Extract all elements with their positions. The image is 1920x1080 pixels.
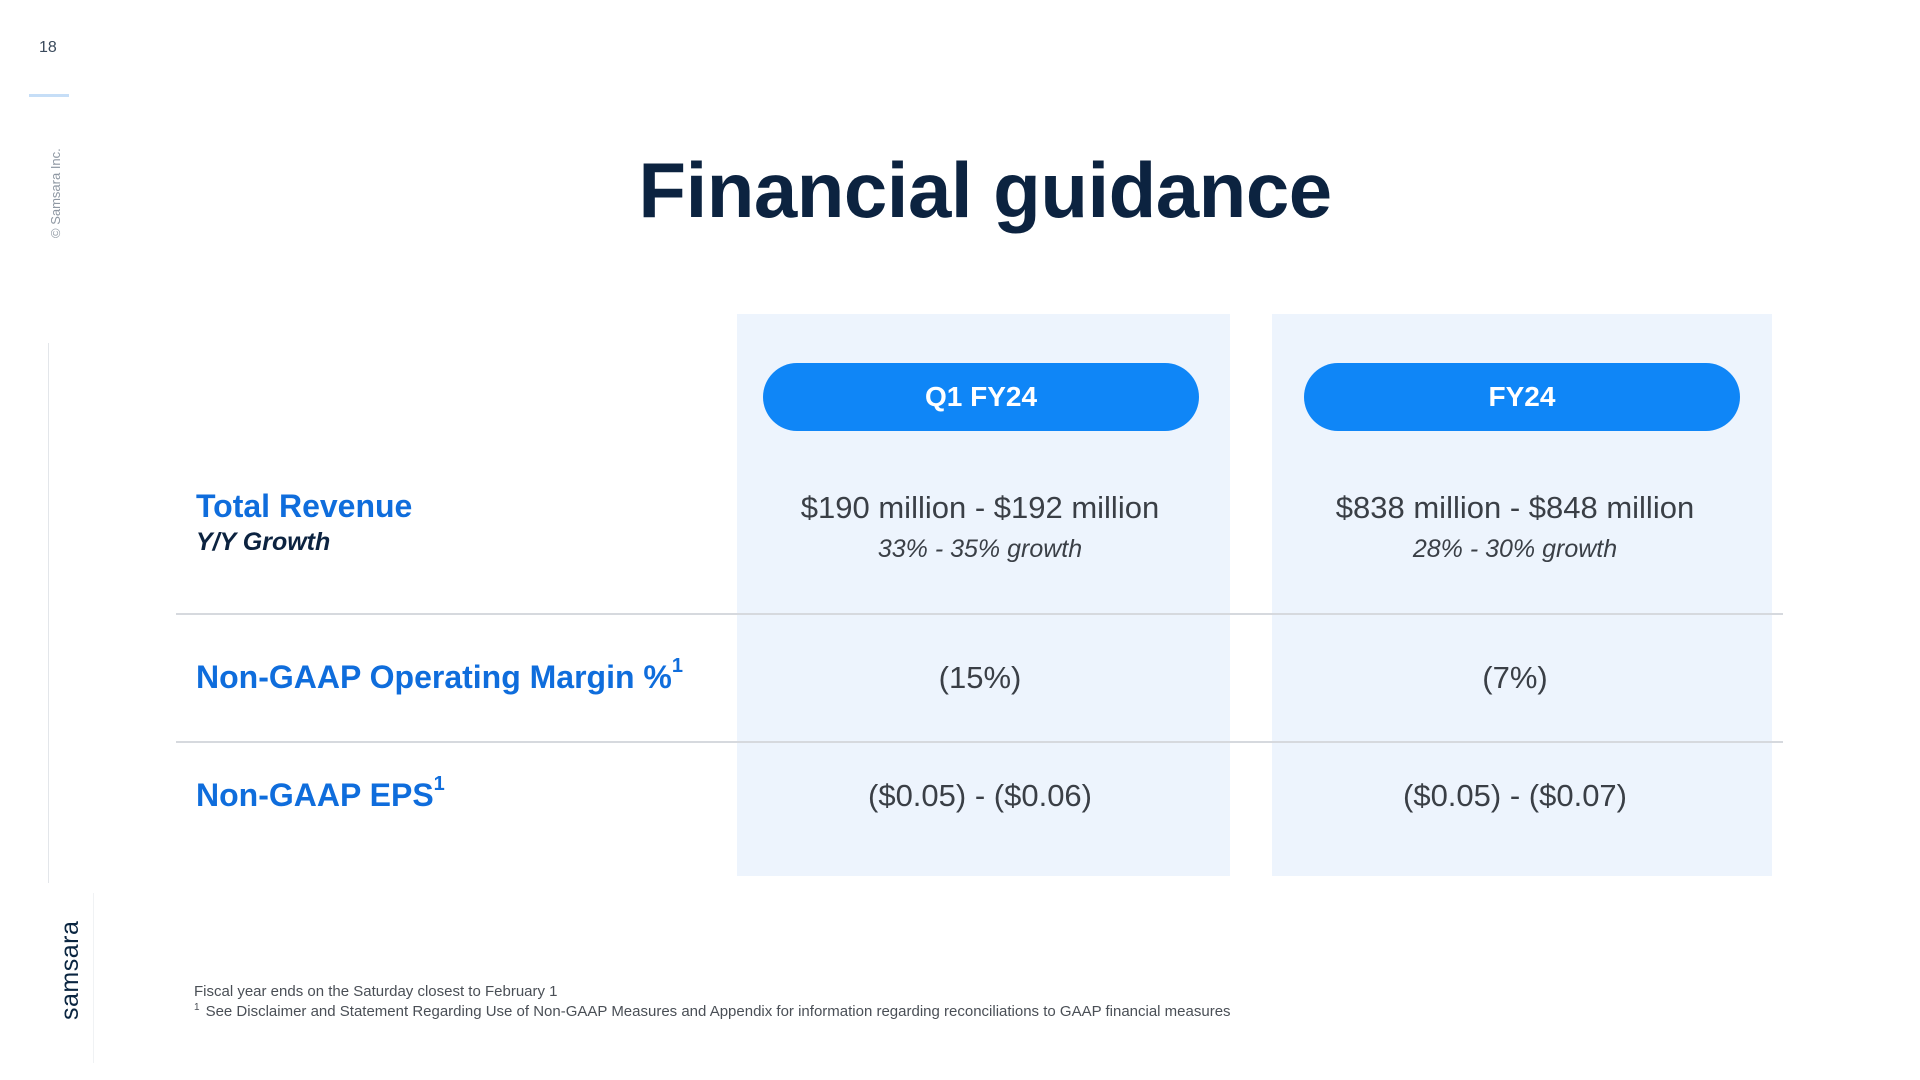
eps-row-label: Non-GAAP EPS1 [196,773,445,814]
q1-revenue-value: $190 million - $192 million [800,490,1160,525]
q1-operating-margin-value: (15%) [938,660,1022,695]
fy-revenue-value: $838 million - $848 million [1335,490,1695,525]
disclaimer-footnote: 1 See Disclaimer and Statement Regarding … [194,1002,1231,1020]
fiscal-year-footnote: Fiscal year ends on the Saturday closest… [194,983,558,1000]
revenue-row-label: Total Revenue [196,488,412,525]
growth-row-sublabel: Y/Y Growth [196,528,331,556]
q1-eps-value: ($0.05) - ($0.06) [868,778,1092,813]
disclaimer-text: See Disclaimer and Statement Regarding U… [205,1003,1231,1020]
samsara-logo: samsara [56,920,84,1020]
rail-divider-line-lower [93,893,94,1063]
row-divider [176,741,1783,743]
rail-divider-line [48,343,49,883]
footnote-marker: 1 [194,1002,200,1013]
fy-operating-margin-value: (7%) [1482,660,1548,695]
rail-accent-bar [29,94,69,97]
row-divider [176,613,1783,615]
revenue-label-text: Total Revenue [196,488,413,524]
operating-margin-row-label: Non-GAAP Operating Margin %1 [196,655,683,696]
q1-growth-value: 33% - 35% growth [877,535,1083,563]
page-title: Financial guidance [638,146,1332,234]
eps-label-text: Non-GAAP EPS [196,777,434,813]
operating-margin-label-text: Non-GAAP Operating Margin % [196,659,672,695]
fy-column-header: FY24 [1304,363,1740,431]
fy-eps-value: ($0.05) - ($0.07) [1403,778,1627,813]
footnote-ref: 1 [671,655,683,678]
footnote-ref: 1 [433,773,445,796]
page-number: 18 [39,39,57,56]
fy-growth-value: 28% - 30% growth [1412,535,1618,563]
q1-column-header: Q1 FY24 [763,363,1199,431]
